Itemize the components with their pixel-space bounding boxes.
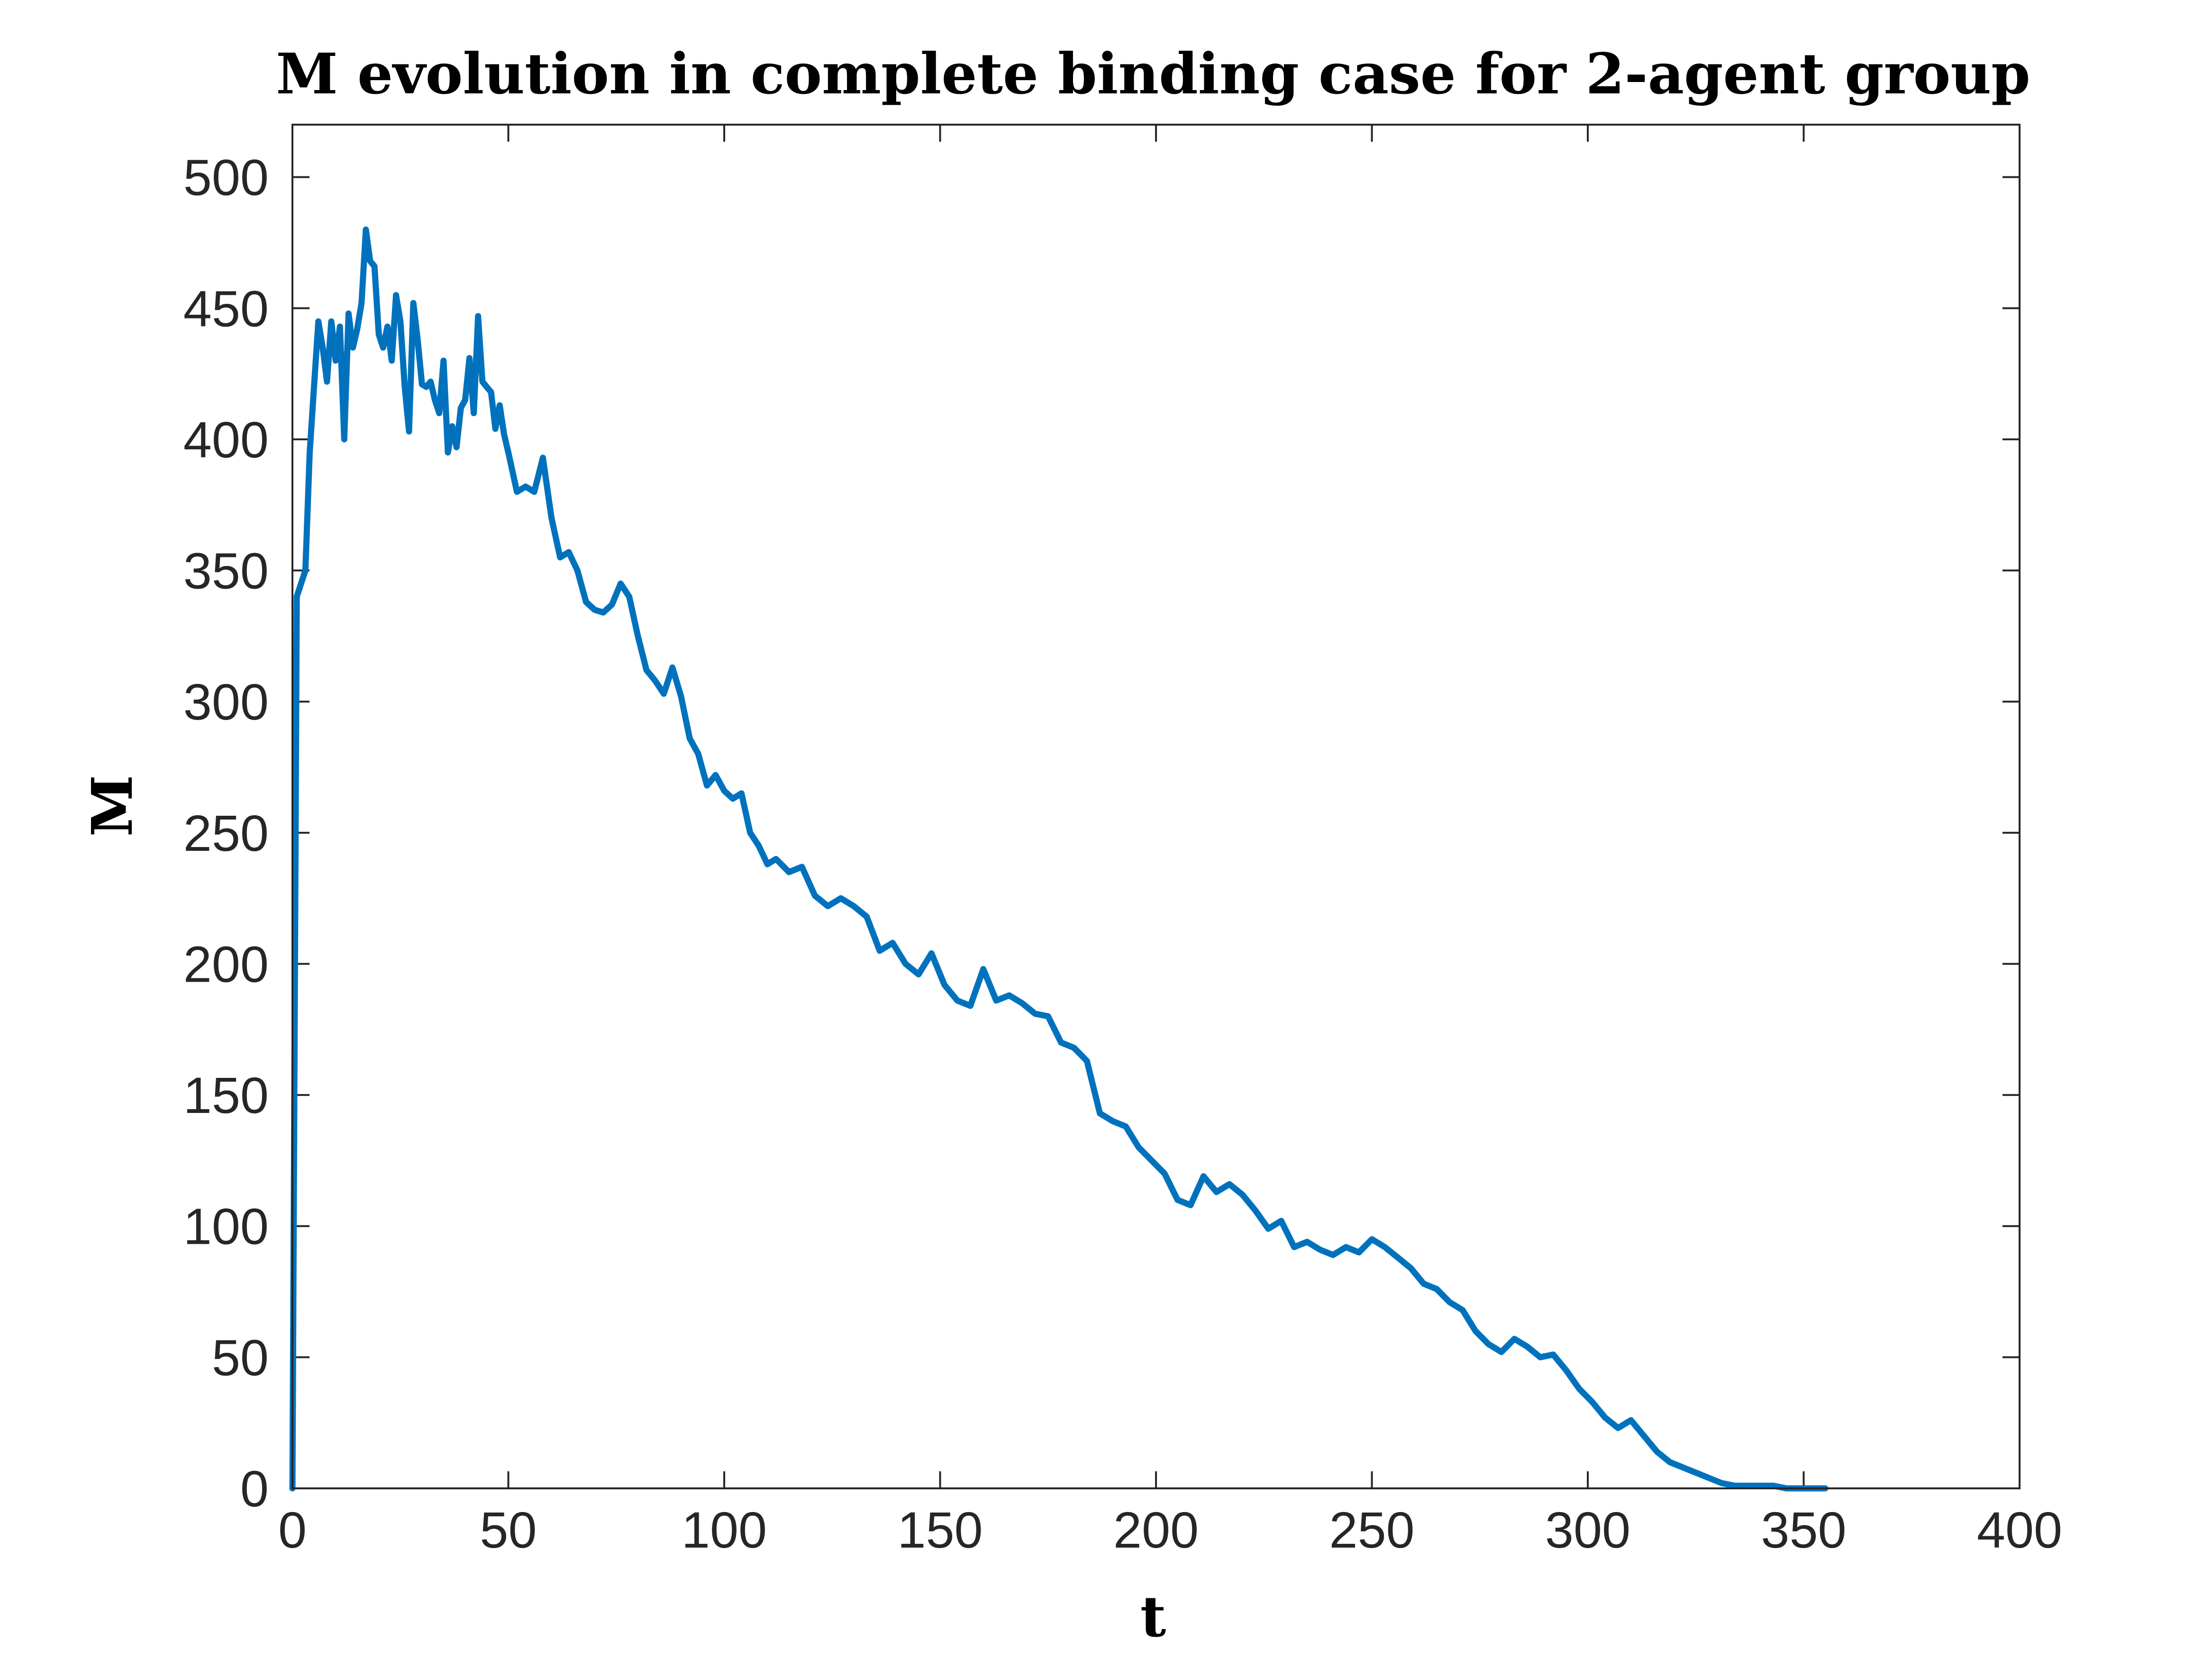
y-tick-label: 500 <box>183 149 269 206</box>
x-tick-label: 200 <box>1113 1501 1199 1559</box>
y-tick-label: 250 <box>183 804 269 862</box>
plot-area <box>289 226 1829 1492</box>
x-tick-label: 0 <box>278 1501 307 1559</box>
series-line-m <box>289 226 1829 1492</box>
x-axis-label: t <box>1140 1584 1166 1650</box>
y-tick-label: 0 <box>240 1460 269 1517</box>
y-tick-labels: 0 50 100 150 200 250 300 350 400 450 500 <box>183 149 269 1517</box>
y-tick-label: 150 <box>183 1066 269 1124</box>
y-tick-label: 300 <box>183 673 269 730</box>
x-tick-label: 250 <box>1329 1501 1414 1559</box>
x-tick-label: 100 <box>682 1501 767 1559</box>
chart-title: M evolution in complete binding case for… <box>276 41 2030 107</box>
y-tick-label: 50 <box>212 1329 269 1386</box>
x-tick-label: 350 <box>1761 1501 1846 1559</box>
axis-ticks <box>291 125 2021 1489</box>
y-tick-label: 450 <box>183 280 269 337</box>
y-tick-label: 400 <box>183 411 269 468</box>
y-axis-label: M <box>79 775 145 837</box>
x-tick-label: 150 <box>897 1501 983 1559</box>
y-tick-label: 100 <box>183 1198 269 1255</box>
y-tick-label: 350 <box>183 542 269 600</box>
x-tick-label: 400 <box>1977 1501 2062 1559</box>
x-tick-labels: 0 50 100 150 200 250 300 350 400 <box>278 1501 2062 1559</box>
x-tick-label: 300 <box>1545 1501 1630 1559</box>
plot-frame <box>291 124 2021 1489</box>
y-tick-label: 200 <box>183 935 269 993</box>
x-tick-label: 50 <box>480 1501 537 1559</box>
